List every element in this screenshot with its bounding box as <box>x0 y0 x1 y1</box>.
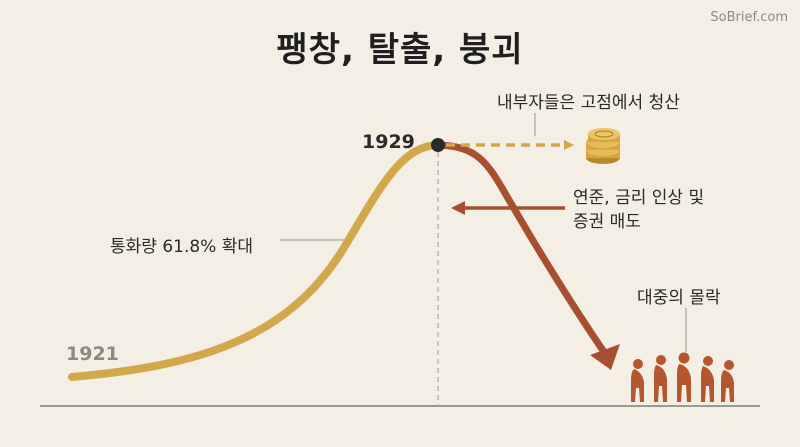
collapse-arrow <box>434 141 608 356</box>
policy-label-line2: 증권 매도 <box>573 212 641 232</box>
expansion-curve <box>68 141 442 381</box>
policy-label-line1: 연준, 금리 인상 및 <box>573 188 705 208</box>
peak-point <box>431 138 445 152</box>
policy-label: 연준, 금리 인상 및 증권 매도 <box>573 186 704 234</box>
page-title: 팽창, 탈출, 붕괴 <box>276 30 524 70</box>
collapse-arrowhead <box>590 344 620 370</box>
public-collapse-label: 대중의 몰락 <box>637 288 721 308</box>
watermark: SoBrief.com <box>710 10 788 25</box>
money-supply-label: 통화량 61.8% 확대 <box>110 237 254 257</box>
insider-exit-label: 내부자들은 고점에서 청산 <box>497 93 680 113</box>
gold-coins-icon <box>586 128 620 164</box>
peak-year-label: 1929 <box>362 131 415 153</box>
slumped-people-icon <box>631 352 734 402</box>
start-year-label: 1921 <box>66 343 119 365</box>
